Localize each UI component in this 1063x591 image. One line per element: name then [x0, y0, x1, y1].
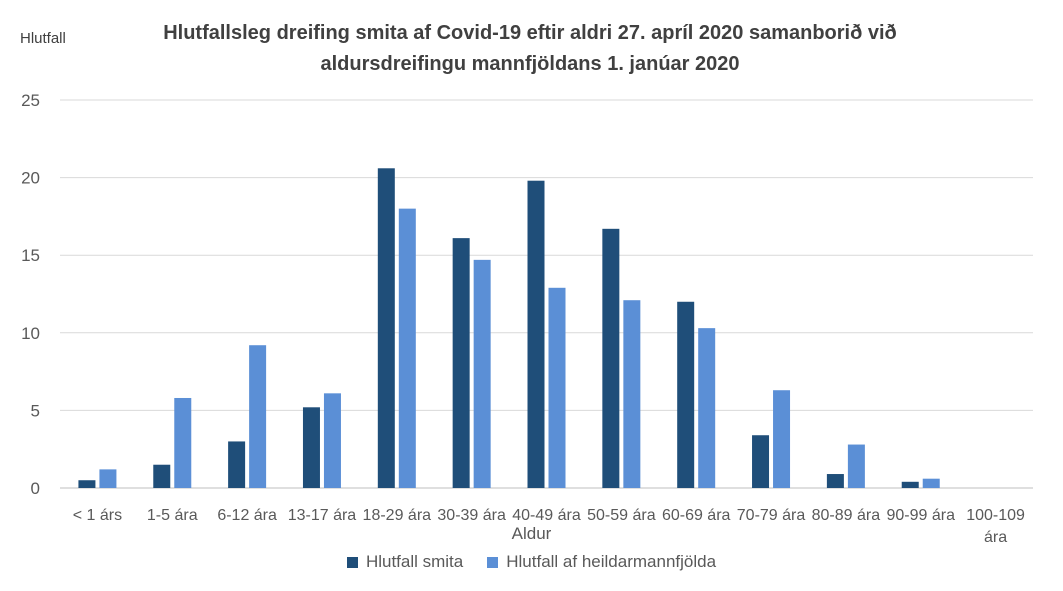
bar-mannfjoldi	[174, 397, 192, 488]
bar-smita	[153, 464, 171, 488]
bar-mannfjoldi	[99, 469, 117, 488]
legend: Hlutfall smita Hlutfall af heildarmannfj…	[0, 552, 1063, 572]
bar-smita	[826, 474, 844, 488]
x-tick-label: 80-89 ára	[812, 507, 881, 524]
x-tick-label: 50-59 ára	[587, 507, 656, 524]
bar-smita	[901, 481, 919, 488]
y-tick-label: 5	[31, 401, 40, 420]
bar-smita	[228, 441, 246, 488]
bar-smita	[602, 228, 620, 489]
x-tick-label: 13-17 ára	[288, 507, 357, 524]
bar-mannfjoldi	[773, 390, 791, 488]
x-tick-label: 70-79 ára	[737, 507, 806, 524]
y-tick-label: 15	[21, 246, 40, 265]
x-tick-label: 18-29 ára	[363, 507, 432, 524]
bar-mannfjoldi	[623, 300, 641, 488]
bar-mannfjoldi	[548, 287, 566, 488]
x-tick-label: 6-12 ára	[217, 507, 277, 524]
legend-swatch-mannfjoldi	[487, 556, 499, 568]
bar-smita	[677, 301, 695, 488]
bar-mannfjoldi	[698, 328, 716, 488]
legend-item-smita: Hlutfall smita	[346, 552, 464, 572]
x-tick-label: 100-109 ára	[966, 507, 1025, 546]
bar-smita	[377, 168, 395, 488]
chart-title-line-1: Hlutfallsleg dreifing smita af Covid-19 …	[163, 22, 897, 44]
bar-mannfjoldi	[473, 259, 491, 488]
bar-smita	[302, 407, 320, 488]
x-tick-label: 60-69 ára	[662, 507, 731, 524]
x-tick-label: 1-5 ára	[147, 507, 198, 524]
y-tick-label: 10	[21, 324, 40, 343]
y-tick-label: 25	[21, 91, 40, 110]
bar-smita	[527, 180, 545, 489]
y-tick-label: 0	[31, 479, 40, 498]
bar-smita	[78, 480, 96, 488]
x-tick-label: 30-39 ára	[437, 507, 506, 524]
bar-mannfjoldi	[323, 393, 341, 488]
x-tick-label: < 1 árs	[73, 507, 122, 524]
chart-title: Hlutfallsleg dreifing smita af Covid-19 …	[100, 18, 960, 80]
legend-item-mannfjoldi: Hlutfall af heildarmannfjölda	[487, 552, 716, 572]
bar-smita	[452, 238, 470, 488]
bar-smita	[752, 435, 770, 488]
x-tick-label: 90-99 ára	[886, 507, 955, 524]
legend-swatch-smita	[346, 556, 358, 568]
bar-mannfjoldi	[847, 444, 865, 488]
x-tick-label: 40-49 ára	[512, 507, 581, 524]
bar-mannfjoldi	[398, 208, 416, 488]
bar-mannfjoldi	[249, 345, 267, 488]
y-axis-label: Hlutfall	[20, 30, 66, 47]
bar-mannfjoldi	[922, 478, 940, 488]
x-axis-label: Aldur	[511, 524, 552, 543]
y-tick-label: 20	[21, 169, 40, 188]
legend-label-mannfjoldi: Hlutfall af heildarmannfjölda	[506, 552, 717, 571]
chart-title-line-2: aldursdreifingu mannfjöldans 1. janúar 2…	[320, 53, 740, 75]
legend-label-smita: Hlutfall smita	[365, 552, 464, 571]
